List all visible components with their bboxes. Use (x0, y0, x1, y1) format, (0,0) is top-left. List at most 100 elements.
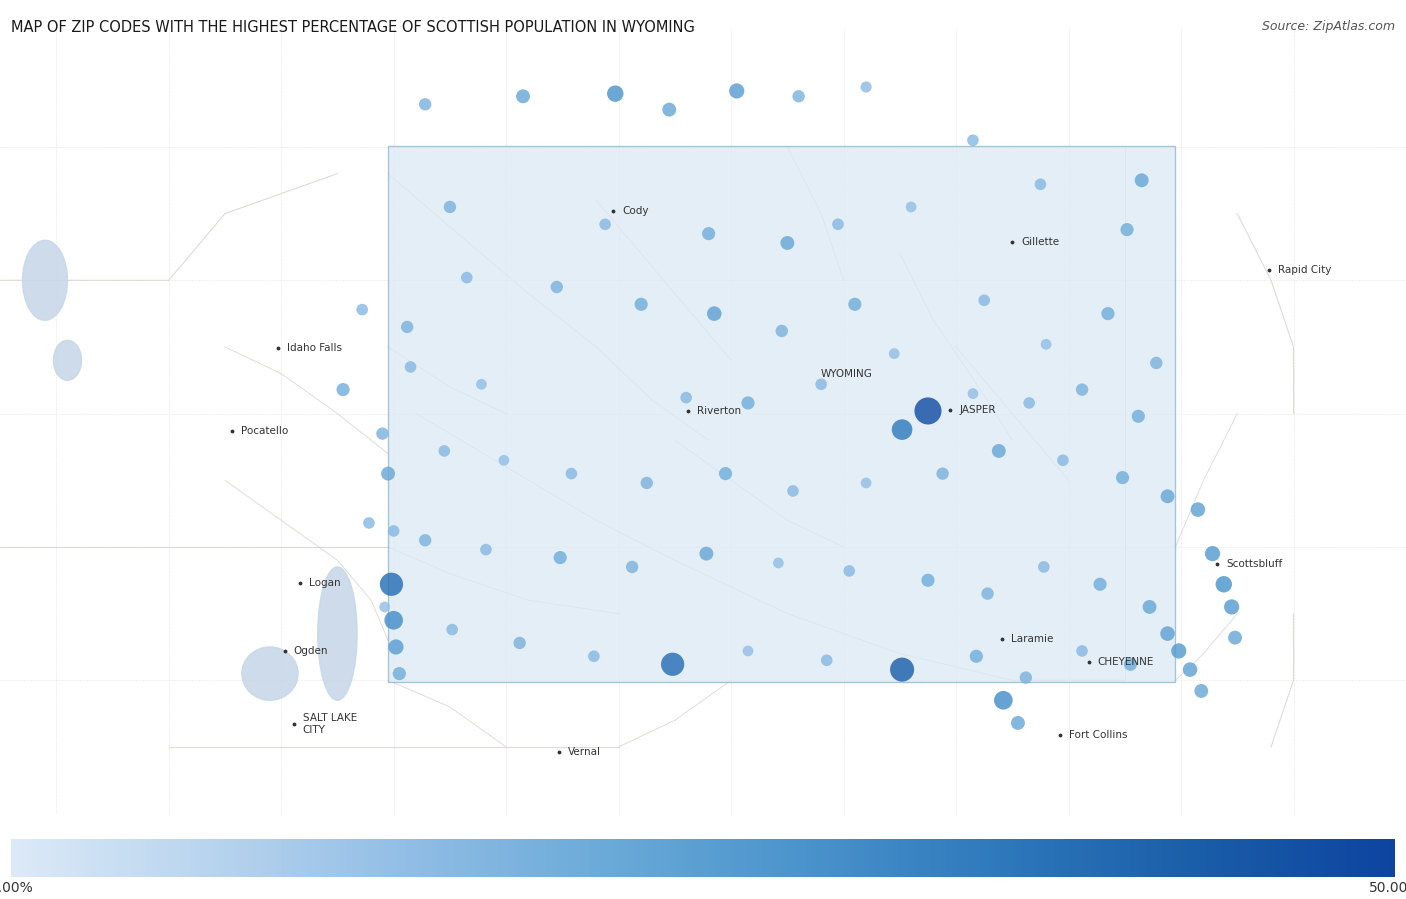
Text: Idaho Falls: Idaho Falls (287, 343, 342, 353)
Point (441, 622, 464, 636)
Point (703, 307, 725, 321)
Point (1111, 470, 1133, 485)
Point (492, 453, 515, 467)
Text: Cody: Cody (621, 206, 648, 216)
Point (697, 227, 720, 241)
Point (546, 280, 568, 294)
Text: WYOMING: WYOMING (821, 369, 873, 378)
Point (470, 377, 492, 391)
Point (1119, 657, 1142, 672)
Text: Fort Collins: Fort Collins (1069, 730, 1128, 740)
Point (973, 293, 995, 307)
Point (456, 271, 478, 285)
Point (1071, 382, 1094, 396)
Text: Logan: Logan (309, 578, 340, 588)
Point (382, 613, 405, 628)
Point (1116, 222, 1139, 236)
Point (827, 217, 849, 231)
Point (374, 600, 396, 614)
Point (962, 387, 984, 401)
Point (1178, 663, 1201, 677)
Point (1156, 627, 1178, 641)
Text: MAP OF ZIP CODES WITH THE HIGHEST PERCENTAGE OF SCOTTISH POPULATION IN WYOMING: MAP OF ZIP CODES WITH THE HIGHEST PERCEN… (11, 20, 695, 35)
Text: Vernal: Vernal (568, 747, 600, 757)
Point (475, 542, 498, 556)
Point (1212, 577, 1234, 592)
Point (1018, 396, 1040, 410)
Point (1144, 356, 1167, 370)
Point (433, 444, 456, 458)
Point (377, 467, 399, 481)
Point (838, 564, 860, 578)
Point (1156, 489, 1178, 503)
Point (630, 297, 652, 311)
Point (776, 236, 799, 250)
Point (439, 200, 461, 214)
Point (931, 467, 953, 481)
Point (1187, 503, 1209, 517)
Point (855, 80, 877, 94)
Point (810, 377, 832, 391)
Text: SALT LAKE
CITY: SALT LAKE CITY (302, 714, 357, 735)
Point (385, 640, 408, 654)
Point (844, 297, 866, 311)
Text: CHEYENNE: CHEYENNE (1098, 656, 1154, 666)
Point (388, 666, 411, 681)
Text: Ogden: Ogden (294, 646, 328, 656)
Point (965, 649, 987, 663)
Point (605, 86, 627, 101)
Point (962, 133, 984, 147)
Point (512, 89, 534, 103)
Point (1071, 644, 1094, 658)
Point (891, 663, 914, 677)
Point (1220, 600, 1243, 614)
Point (855, 476, 877, 490)
Point (560, 467, 582, 481)
Point (725, 84, 748, 98)
Point (815, 653, 838, 667)
Ellipse shape (22, 240, 67, 320)
Point (399, 360, 422, 374)
Ellipse shape (53, 341, 82, 380)
Point (1032, 560, 1054, 574)
Point (548, 550, 571, 565)
Point (993, 693, 1015, 708)
Text: Gillette: Gillette (1021, 236, 1060, 246)
Point (917, 404, 939, 418)
Point (917, 573, 939, 587)
Point (371, 426, 394, 441)
Point (661, 657, 683, 672)
Point (593, 217, 616, 231)
Text: Laramie: Laramie (1011, 634, 1053, 644)
Point (396, 320, 419, 334)
Point (976, 586, 998, 601)
Bar (388, 146, 1175, 681)
Point (1035, 337, 1057, 352)
Point (782, 484, 804, 498)
Point (768, 556, 790, 570)
Text: Rapid City: Rapid City (1278, 264, 1331, 274)
Point (1088, 577, 1111, 592)
Point (621, 560, 644, 574)
Text: JASPER: JASPER (959, 405, 995, 414)
Point (509, 636, 531, 650)
Point (658, 102, 681, 117)
Point (770, 324, 793, 338)
Point (382, 524, 405, 539)
Point (675, 390, 697, 405)
Point (582, 649, 605, 663)
Point (636, 476, 658, 490)
Point (1223, 630, 1246, 645)
Point (352, 302, 374, 316)
Point (1128, 409, 1150, 423)
Point (1189, 684, 1212, 699)
Point (987, 444, 1010, 458)
Ellipse shape (318, 567, 357, 700)
Point (413, 97, 436, 111)
Point (1130, 174, 1153, 188)
Ellipse shape (242, 647, 298, 700)
Text: Riverton: Riverton (697, 406, 741, 416)
Point (714, 467, 737, 481)
Point (1097, 307, 1119, 321)
Point (900, 200, 922, 214)
